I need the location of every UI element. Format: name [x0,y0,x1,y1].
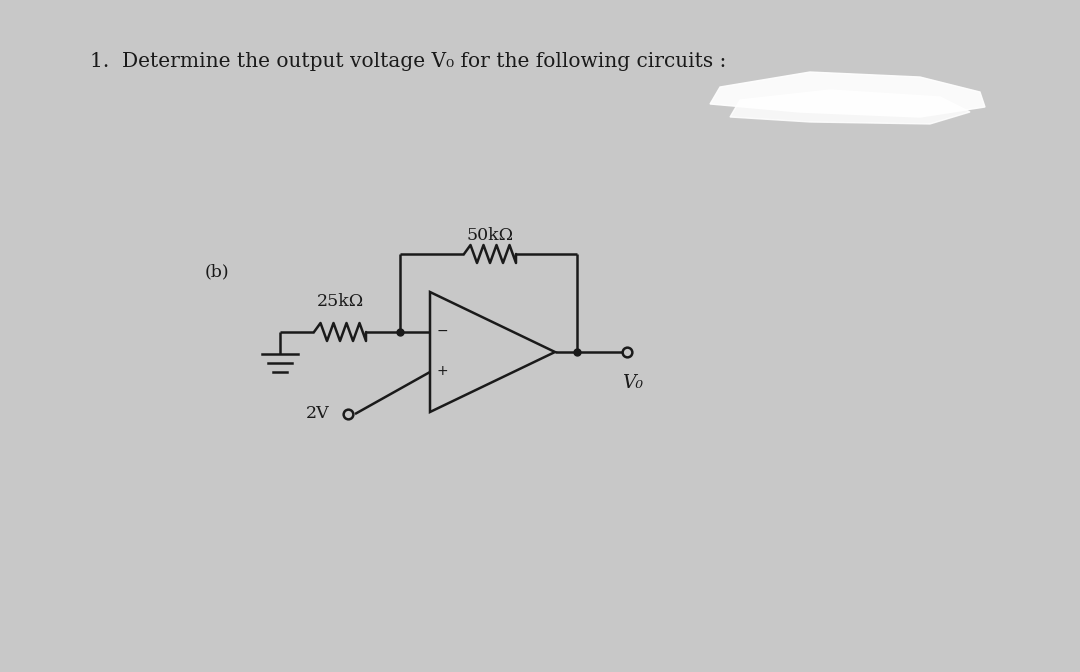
Polygon shape [710,72,985,117]
Polygon shape [730,90,970,124]
Text: V₀: V₀ [622,374,643,392]
Text: (b): (b) [205,263,230,280]
Text: 1.  Determine the output voltage V₀ for the following circuits :: 1. Determine the output voltage V₀ for t… [90,52,727,71]
Text: −: − [437,324,448,338]
Text: +: + [437,364,448,378]
Text: 2V: 2V [307,405,329,423]
Text: 50kΩ: 50kΩ [467,227,513,244]
Text: 25kΩ: 25kΩ [316,293,364,310]
